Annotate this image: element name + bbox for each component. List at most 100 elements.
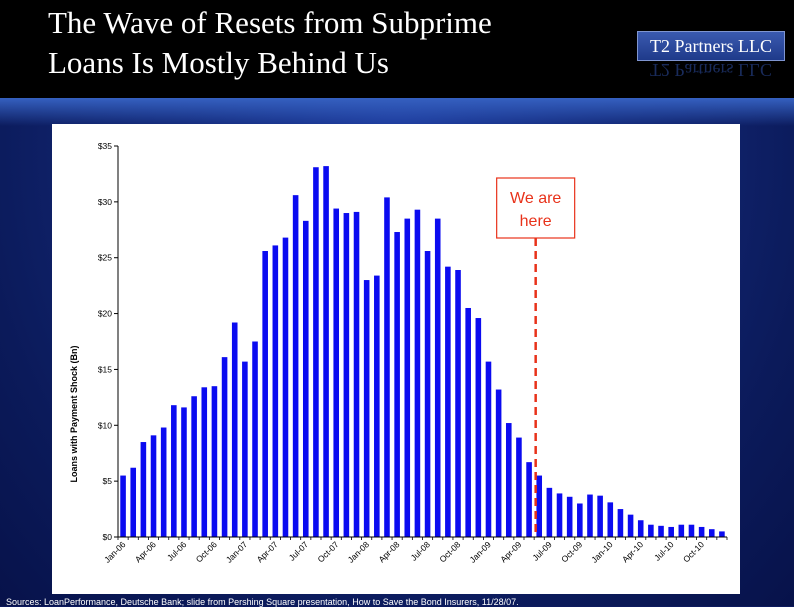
bar-Jan-10 xyxy=(607,502,614,537)
bar-Dec-10 xyxy=(719,531,725,537)
x-tick-label: Jan-06 xyxy=(102,539,128,565)
x-tick-label: Apr-08 xyxy=(376,539,401,564)
header-glow xyxy=(0,98,794,126)
bar-May-10 xyxy=(648,524,654,537)
bar-Jun-09 xyxy=(536,475,543,537)
bar-Jul-10 xyxy=(668,526,674,537)
x-tick-label: Jan-07 xyxy=(224,539,250,565)
y-tick-label: $30 xyxy=(98,197,112,207)
x-axis: Jan-06 Apr-06 Jul-06 Oct-06 Jan-07 Apr-07 Jul-… xyxy=(102,536,728,565)
x-tick-label: Jan-10 xyxy=(589,539,615,565)
x-tick-label: Apr-06 xyxy=(133,539,158,564)
x-tick-label: Oct-09 xyxy=(559,539,584,564)
bar-Oct-09 xyxy=(577,503,583,537)
y-tick-label: $15 xyxy=(98,364,112,374)
callout-box xyxy=(496,177,576,239)
bar-Aug-10 xyxy=(678,524,685,537)
bar-Sep-09 xyxy=(566,496,573,537)
bar-Oct-10 xyxy=(698,526,705,537)
bar-Sep-08 xyxy=(445,266,451,537)
bar-Oct-07 xyxy=(333,208,340,537)
x-tick-label: Apr-07 xyxy=(255,539,280,564)
x-tick-label: Oct-06 xyxy=(194,539,219,564)
slide-title: The Wave of Resets from Subprime Loans I… xyxy=(48,3,492,83)
bar-Mar-10 xyxy=(627,514,634,537)
x-tick-label: Oct-07 xyxy=(316,539,341,564)
sources-footnote: Sources: LoanPerformance, Deutsche Bank;… xyxy=(6,597,519,607)
we-are-here-callout: We are here xyxy=(496,177,576,537)
bar-Apr-10 xyxy=(637,520,644,537)
bar-Feb-06 xyxy=(130,467,137,537)
bar-Mar-07 xyxy=(262,251,268,538)
bar-Sep-06 xyxy=(201,387,208,537)
bar-Jul-06 xyxy=(181,407,187,537)
callout-text-line-2: here xyxy=(520,213,552,230)
company-logo: T2 Partners LLC T2 Partners LLC xyxy=(637,31,785,81)
x-tick-label: Oct-10 xyxy=(681,539,706,564)
bar-Jun-07 xyxy=(292,195,299,537)
y-tick-label: $25 xyxy=(98,253,112,263)
bar-Jun-08 xyxy=(414,209,421,538)
bar-Feb-09 xyxy=(495,389,502,537)
chart-panel: $0 $5 $10 $15 $20 $25 $30 $35 Jan-06 Apr-06 Jul-0… xyxy=(52,124,740,594)
bar-Sep-07 xyxy=(323,166,329,537)
bar-chart: $0 $5 $10 $15 $20 $25 $30 $35 Jan-06 Apr-06 Jul-0… xyxy=(69,141,728,565)
x-tick-label: Oct-08 xyxy=(437,539,462,564)
bar-Jan-07 xyxy=(242,361,248,537)
bar-Apr-09 xyxy=(516,437,522,537)
slide-header: The Wave of Resets from Subprime Loans I… xyxy=(0,0,794,98)
bar-Nov-07 xyxy=(343,213,350,537)
bar-Jan-09 xyxy=(485,361,492,537)
bar-Feb-07 xyxy=(252,341,258,537)
y-axis-label: Loans with Payment Shock (Bn) xyxy=(69,345,79,482)
bar-Jul-08 xyxy=(424,251,431,538)
bar-May-07 xyxy=(282,237,289,537)
bar-Dec-08 xyxy=(475,318,482,537)
bar-Jun-10 xyxy=(658,525,664,537)
bar-Dec-07 xyxy=(353,211,360,537)
bar-Apr-06 xyxy=(150,435,157,537)
x-tick-label: Apr-10 xyxy=(620,539,645,564)
bar-Aug-06 xyxy=(191,396,197,537)
bar-Mar-09 xyxy=(505,423,512,537)
bar-Dec-09 xyxy=(597,495,603,537)
bar-Aug-07 xyxy=(313,167,319,537)
y-tick-label: $35 xyxy=(98,141,112,151)
x-tick-label: Jul-10 xyxy=(652,539,676,563)
bar-Dec-06 xyxy=(231,322,238,537)
y-tick-label: $0 xyxy=(103,532,113,542)
bar-Mar-08 xyxy=(384,197,390,537)
bar-Apr-07 xyxy=(272,245,279,537)
callout-text-line-1: We are xyxy=(510,190,561,207)
bar-Nov-09 xyxy=(587,494,593,537)
bars xyxy=(120,166,725,538)
y-tick-label: $20 xyxy=(98,309,112,319)
bar-Nov-08 xyxy=(465,307,471,537)
bar-Jan-06 xyxy=(120,475,126,537)
bar-Nov-06 xyxy=(221,357,228,537)
bar-Oct-08 xyxy=(455,270,461,537)
y-tick-label: $10 xyxy=(98,420,112,430)
bar-Feb-10 xyxy=(617,509,624,537)
bar-Mar-06 xyxy=(140,442,147,537)
bar-Jul-09 xyxy=(546,487,553,537)
bar-Jan-08 xyxy=(363,280,370,537)
bar-May-09 xyxy=(526,462,532,537)
x-tick-label: Jan-09 xyxy=(467,539,493,565)
x-tick-label: Jul-07 xyxy=(287,539,311,563)
x-tick-label: Jul-06 xyxy=(165,539,189,563)
logo-text: T2 Partners LLC xyxy=(637,31,785,61)
x-tick-label: Apr-09 xyxy=(498,539,523,564)
x-tick-label: Jul-09 xyxy=(530,539,554,563)
x-tick-label: Jan-08 xyxy=(346,539,372,565)
bar-May-08 xyxy=(404,218,411,537)
logo-reflection: T2 Partners LLC xyxy=(650,62,772,80)
y-tick-label: $5 xyxy=(103,476,113,486)
bar-Sep-10 xyxy=(688,524,695,537)
bar-Feb-08 xyxy=(374,275,380,537)
bar-Nov-10 xyxy=(708,529,715,537)
bar-Aug-08 xyxy=(434,218,441,537)
bar-Apr-08 xyxy=(394,232,400,537)
title-line-2: Loans Is Mostly Behind Us xyxy=(48,45,389,80)
title-line-1: The Wave of Resets from Subprime xyxy=(48,5,492,40)
